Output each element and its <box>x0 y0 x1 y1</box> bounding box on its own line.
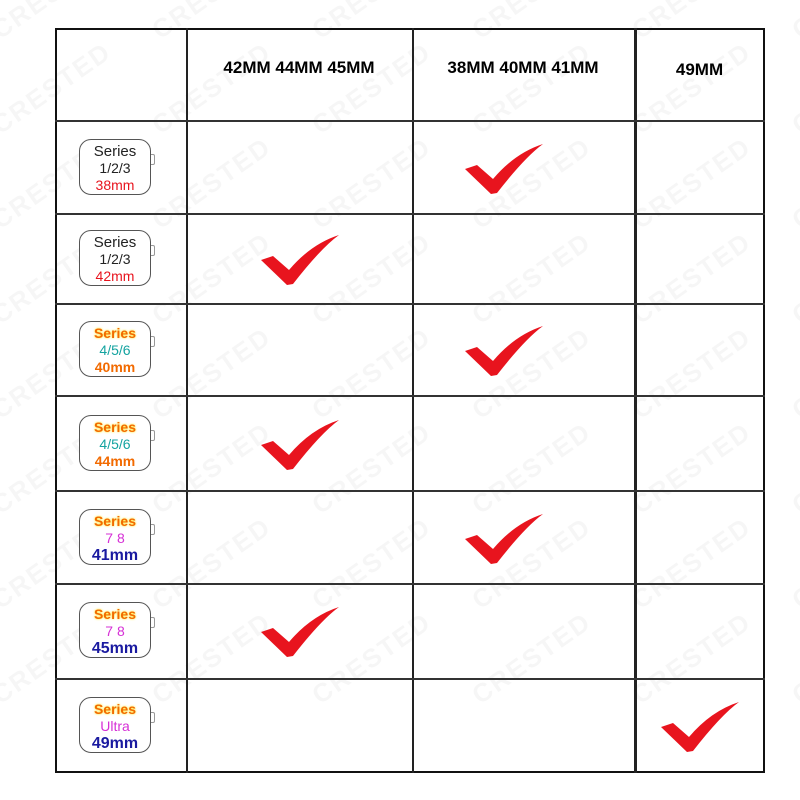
watermark-text: CRESTED <box>786 321 800 425</box>
watch-size: 45mm <box>91 640 139 657</box>
watermark-text: CRESTED <box>786 416 800 520</box>
watch-series: Series <box>93 513 137 529</box>
checkmark-shape <box>261 420 339 470</box>
header-band-ultra: 49MM <box>675 60 724 79</box>
watermark-text: CRESTED <box>786 226 800 330</box>
watch-size: 44mm <box>94 453 136 469</box>
watermark-text: CRESTED <box>786 0 800 45</box>
watch-size: 42mm <box>95 268 135 284</box>
watch-size: 49mm <box>91 735 139 752</box>
checkmark-icon <box>261 235 339 285</box>
watch-size: 41mm <box>91 547 139 564</box>
row-divider <box>55 213 765 215</box>
checkmark-icon <box>261 607 339 657</box>
watch-models: 1/2/3 <box>99 160 131 176</box>
checkmark-shape <box>261 607 339 657</box>
watch-series: Series <box>93 143 137 160</box>
watch-size: 40mm <box>94 359 136 375</box>
header-band-small: 38MM 40MM 41MM <box>447 58 599 77</box>
checkmark-icon <box>661 702 739 752</box>
checkmark-shape <box>465 144 543 194</box>
column-divider <box>634 28 637 773</box>
watch-size: 38mm <box>95 177 135 193</box>
watch-models: 4/5/6 <box>99 342 131 358</box>
watch-model-label: Series 4/5/6 40mm <box>79 321 155 377</box>
watch-models: 7 8 <box>105 623 125 639</box>
checkmark-icon <box>465 514 543 564</box>
table-border <box>55 28 765 773</box>
watch-model-label: Series 1/2/3 38mm <box>79 139 155 195</box>
checkmark-icon <box>465 326 543 376</box>
row-divider <box>55 303 765 305</box>
row-divider <box>55 583 765 585</box>
checkmark-shape <box>661 702 739 752</box>
watch-model-label: Series 1/2/3 42mm <box>79 230 155 286</box>
watch-models: 1/2/3 <box>99 251 131 267</box>
watch-series: Series <box>93 701 137 717</box>
watch-models: Ultra <box>100 718 130 734</box>
row-divider <box>55 678 765 680</box>
checkmark-shape <box>465 326 543 376</box>
column-divider <box>186 28 188 773</box>
watch-model-label: Series 7 8 45mm <box>79 602 155 658</box>
watch-models: 7 8 <box>105 530 125 546</box>
watch-model-label: Series Ultra 49mm <box>79 697 155 753</box>
watch-models: 4/5/6 <box>99 436 131 452</box>
checkmark-shape <box>261 235 339 285</box>
watermark-text: CRESTED <box>786 511 800 615</box>
watch-model-label: Series 4/5/6 44mm <box>79 415 155 471</box>
header-band-large: 42MM 44MM 45MM <box>223 58 375 77</box>
watermark-text: CRESTED <box>786 131 800 235</box>
checkmark-shape <box>465 514 543 564</box>
watermark-text: CRESTED <box>786 36 800 140</box>
column-divider <box>412 28 414 773</box>
checkmark-icon <box>261 420 339 470</box>
watch-series: Series <box>93 606 137 622</box>
row-divider <box>55 490 765 492</box>
watch-series: Series <box>93 325 137 341</box>
watermark-text: CRESTED <box>786 606 800 710</box>
row-divider <box>55 120 765 122</box>
watch-series: Series <box>93 419 137 435</box>
watch-model-label: Series 7 8 41mm <box>79 509 155 565</box>
watch-series: Series <box>93 234 137 251</box>
checkmark-icon <box>465 144 543 194</box>
row-divider <box>55 395 765 397</box>
compatibility-table: 42MM 44MM 45MM 38MM 40MM 41MM 49MM <box>55 28 765 773</box>
